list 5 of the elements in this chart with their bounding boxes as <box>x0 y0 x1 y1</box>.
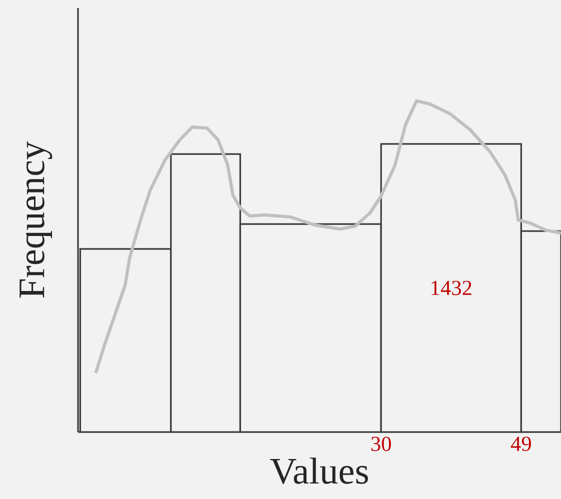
x-tick-label: 30 <box>371 436 391 452</box>
x-tick-label: 49 <box>510 436 531 452</box>
data-label: 1432 <box>432 280 472 296</box>
y-axis-title: Frequency <box>20 141 52 298</box>
x-axis-title: Values <box>270 458 368 484</box>
